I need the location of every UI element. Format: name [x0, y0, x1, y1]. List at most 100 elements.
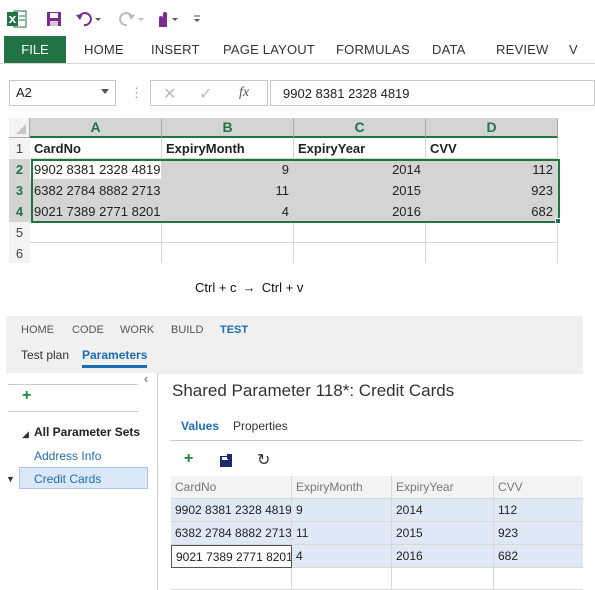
cell-b6[interactable] — [162, 243, 294, 263]
cell-a1[interactable]: CardNo — [30, 138, 162, 159]
tab-file[interactable]: FILE — [4, 36, 66, 63]
cell-b5[interactable] — [162, 222, 294, 243]
nav-test[interactable]: TEST — [220, 324, 249, 336]
cell-c2[interactable]: 2014 — [294, 159, 426, 180]
table-cell[interactable]: 682 — [494, 545, 583, 568]
tab-data[interactable]: DATA — [432, 42, 466, 57]
table-cell[interactable]: 112 — [494, 499, 583, 522]
nav-code[interactable]: CODE — [72, 324, 104, 336]
cell-a6[interactable] — [30, 243, 162, 263]
tab-properties[interactable]: Properties — [233, 419, 288, 433]
table-cell[interactable]: 2015 — [392, 522, 494, 545]
cell-c1[interactable]: ExpiryYear — [294, 138, 426, 159]
table-cell[interactable]: 9 — [292, 499, 392, 522]
cell-c5[interactable] — [294, 222, 426, 243]
sidebar-item-credit-cards[interactable]: Credit Cards — [19, 467, 148, 489]
fill-handle[interactable] — [555, 218, 561, 224]
cell-c4[interactable]: 2016 — [294, 201, 426, 222]
redo-icon[interactable] — [117, 9, 147, 29]
table-cell[interactable]: 2014 — [392, 499, 494, 522]
table-cell-empty[interactable] — [494, 568, 583, 590]
row-header-1[interactable]: 1 — [9, 138, 30, 160]
table-cell[interactable]: 4 — [292, 545, 392, 568]
table-cell[interactable]: 923 — [494, 522, 583, 545]
formula-buttons: ✕ ✓ fx — [150, 80, 268, 106]
tab-values[interactable]: Values — [181, 419, 220, 433]
table-cell[interactable]: 11 — [292, 522, 392, 545]
column-header-d[interactable]: D — [426, 118, 558, 138]
cell-d1[interactable]: CVV — [426, 138, 558, 159]
column-header-expirymonth[interactable]: ExpiryMonth — [292, 476, 392, 499]
row-header-3[interactable]: 3 — [9, 180, 30, 202]
all-parameter-sets[interactable]: All Parameter Sets — [34, 425, 141, 439]
enter-check-icon[interactable]: ✓ — [199, 86, 213, 103]
column-header-cvv[interactable]: CVV — [494, 476, 583, 499]
chevron-down-icon[interactable] — [101, 89, 109, 94]
add-row-icon[interactable]: + — [184, 450, 194, 467]
column-header-cardno[interactable]: CardNo — [171, 476, 292, 499]
table-cell[interactable]: 6382 2784 8882 2713 — [171, 522, 292, 545]
row-header-5[interactable]: 5 — [9, 222, 30, 244]
cell-b4[interactable]: 4 — [162, 201, 294, 222]
cell-d6[interactable] — [426, 243, 558, 263]
ribbon-tabs: FILE HOME INSERT PAGE LAYOUT FORMULAS DA… — [0, 36, 595, 63]
tab-home[interactable]: HOME — [84, 42, 124, 57]
cell-c6[interactable] — [294, 243, 426, 263]
nav-build[interactable]: BUILD — [171, 324, 204, 336]
name-box-value: A2 — [16, 85, 32, 100]
cell-d3[interactable]: 923 — [426, 180, 558, 201]
select-all-corner[interactable] — [9, 118, 30, 138]
save-icon[interactable] — [219, 454, 233, 471]
table-cell-active[interactable]: 9021 7389 2771 8201 — [171, 545, 292, 568]
excel-logo-icon: X — [6, 9, 28, 29]
sidebar-item-address-info[interactable]: Address Info — [34, 449, 102, 463]
tab-formulas[interactable]: FORMULAS — [336, 42, 410, 57]
subtab-parameters[interactable]: Parameters — [82, 348, 148, 368]
row-header-6[interactable]: 6 — [9, 243, 30, 263]
cell-d2[interactable]: 112 — [426, 159, 558, 180]
cell-d4[interactable]: 682 — [426, 201, 558, 222]
cell-b2[interactable]: 9 — [162, 159, 294, 180]
nav-work[interactable]: WORK — [120, 324, 155, 336]
undo-icon[interactable] — [74, 9, 104, 29]
customize-toolbar-icon[interactable] — [190, 9, 204, 29]
column-header-b[interactable]: B — [162, 118, 294, 138]
table-cell-empty[interactable] — [292, 568, 392, 590]
save-icon[interactable] — [44, 9, 64, 29]
row-header-2[interactable]: 2 — [9, 159, 30, 181]
cell-c3[interactable]: 2015 — [294, 180, 426, 201]
name-box[interactable]: A2 — [9, 80, 116, 106]
tab-view[interactable]: V — [569, 42, 578, 57]
cell-a4[interactable]: 9021 7389 2771 8201 — [30, 201, 162, 222]
expand-icon[interactable]: ◢ — [22, 429, 29, 439]
column-header-c[interactable]: C — [294, 118, 426, 138]
touch-mode-icon[interactable] — [152, 9, 182, 29]
insert-function-icon[interactable]: fx — [239, 85, 250, 100]
row-header-4[interactable]: 4 — [9, 201, 30, 223]
formula-input[interactable]: 9902 8381 2328 4819 — [270, 80, 595, 106]
cell-b1[interactable]: ExpiryMonth — [162, 138, 294, 159]
refresh-icon[interactable]: ↻ — [257, 452, 271, 469]
subtab-test-plan[interactable]: Test plan — [21, 348, 70, 362]
column-header-expiryyear[interactable]: ExpiryYear — [392, 476, 494, 499]
add-icon[interactable]: + — [22, 387, 32, 404]
tab-review[interactable]: REVIEW — [496, 42, 549, 57]
collapse-icon[interactable]: ‹ — [144, 371, 149, 386]
tab-page-layout[interactable]: PAGE LAYOUT — [223, 42, 316, 57]
table-cell[interactable]: 2016 — [392, 545, 494, 568]
cell-a5[interactable] — [30, 222, 162, 243]
page-title: Shared Parameter 118*: Credit Cards — [172, 381, 455, 400]
cancel-icon[interactable]: ✕ — [163, 86, 177, 103]
cell-a2[interactable]: 9902 8381 2328 4819 — [30, 159, 162, 180]
cell-b3[interactable]: 11 — [162, 180, 294, 201]
column-header-a[interactable]: A — [30, 118, 162, 138]
table-cell[interactable]: 9902 8381 2328 4819 — [171, 499, 292, 522]
cell-d5[interactable] — [426, 222, 558, 243]
tab-insert[interactable]: INSERT — [151, 42, 200, 57]
nav-home[interactable]: HOME — [21, 324, 54, 336]
expand-icon[interactable]: ▼ — [6, 474, 15, 484]
cell-a3[interactable]: 6382 2784 8882 2713 — [30, 180, 162, 201]
more-options-icon[interactable]: ⋮ — [130, 85, 143, 100]
table-cell-empty[interactable] — [392, 568, 494, 590]
table-cell-empty[interactable] — [171, 568, 292, 590]
